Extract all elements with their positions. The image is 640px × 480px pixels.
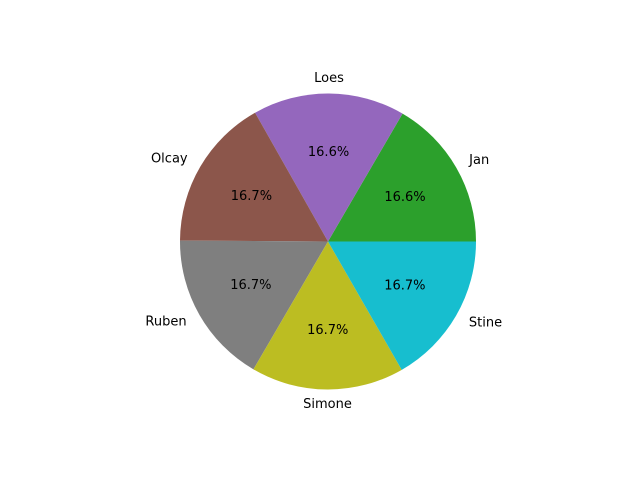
pct-label-loes: 16.6%: [308, 145, 349, 160]
slice-label-stine: Stine: [469, 316, 502, 331]
slice-label-jan: Jan: [468, 153, 489, 168]
pct-label-olcay: 16.7%: [231, 189, 272, 204]
pie-labels: Jan 16.6% Loes 16.6% Olcay 16.7% Ruben 16.7% Sim…: [145, 71, 502, 412]
pie-slices: [179, 93, 477, 390]
pie-slice-jan: [328, 113, 477, 242]
pct-label-stine: 16.7%: [384, 278, 425, 293]
slice-label-loes: Loes: [314, 71, 344, 86]
pie-slice-loes: [255, 93, 403, 242]
pie-slice-olcay: [180, 112, 328, 242]
pct-label-jan: 16.6%: [384, 190, 425, 205]
slice-label-ruben: Ruben: [145, 315, 186, 330]
pie-slice-simone: [253, 241, 402, 390]
slice-label-olcay: Olcay: [151, 152, 188, 167]
slice-label-simone: Simone: [303, 397, 352, 412]
pct-label-simone: 16.7%: [307, 323, 348, 338]
pie-slice-stine: [328, 241, 476, 370]
pct-label-ruben: 16.7%: [230, 278, 271, 293]
pie-slice-ruben: [179, 240, 328, 370]
